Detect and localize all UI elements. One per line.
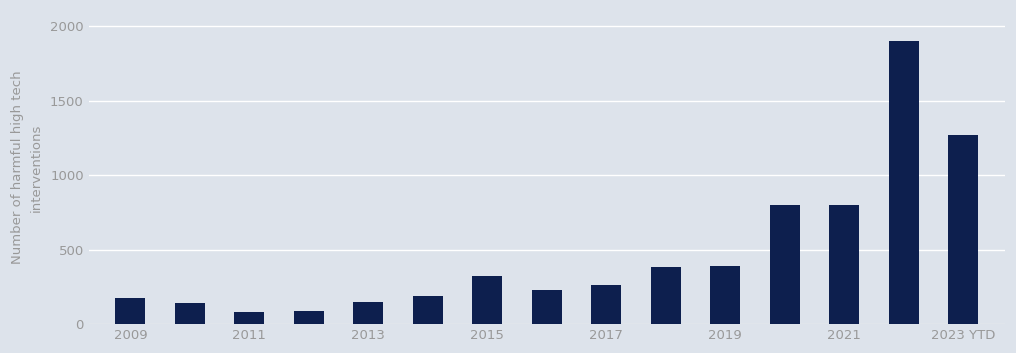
Bar xyxy=(532,290,562,324)
Y-axis label: Number of harmful high tech
interventions: Number of harmful high tech intervention… xyxy=(11,71,43,264)
Bar xyxy=(116,298,145,324)
Bar xyxy=(948,135,978,324)
Bar xyxy=(770,205,800,324)
Bar xyxy=(235,312,264,324)
Bar xyxy=(651,268,681,324)
Bar xyxy=(354,303,383,324)
Bar xyxy=(889,41,918,324)
Bar xyxy=(472,276,502,324)
Bar xyxy=(294,311,324,324)
Bar xyxy=(829,205,860,324)
Bar xyxy=(175,303,204,324)
Bar xyxy=(591,285,621,324)
Bar xyxy=(710,266,740,324)
Bar xyxy=(412,297,443,324)
